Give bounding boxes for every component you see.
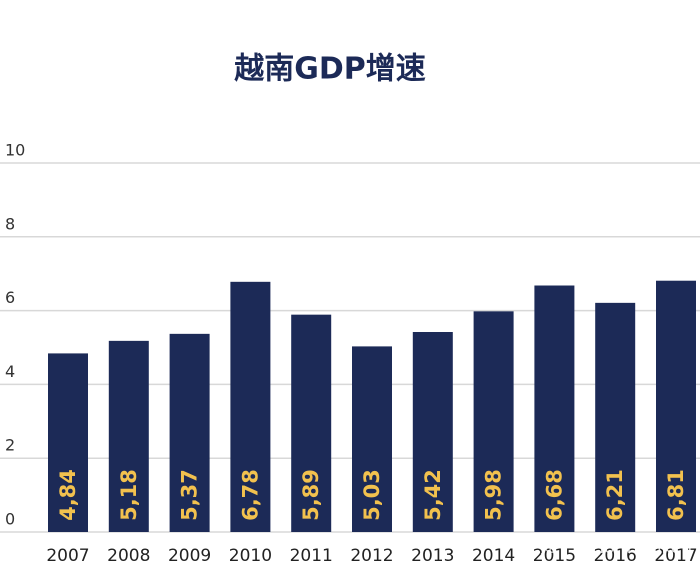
value-label: 5,98 [482,469,506,521]
value-label: 5,03 [360,469,384,521]
value-label: 6,78 [238,469,262,521]
chart-title: 越南GDP增速 [234,52,426,87]
x-tick-label: 2008 [107,546,150,566]
watermark: 知乎 @Tom Linken [540,538,692,558]
y-tick-label: 2 [5,436,15,455]
bar [352,346,392,532]
value-label: 5,89 [299,469,323,521]
x-tick-label: 2015 [533,546,576,566]
x-tick-label: 2016 [594,546,637,566]
bar [412,332,453,532]
bar [230,281,271,532]
x-tick-label: 2009 [168,546,211,566]
x-tick-label: 2010 [229,546,272,566]
value-label: 6,81 [664,469,688,521]
value-label: 5,18 [117,469,141,521]
value-label: 4,84 [56,469,80,521]
bar [291,314,332,532]
y-tick-label: 4 [5,362,15,381]
x-tick-label: 2007 [46,546,89,566]
bar [534,285,575,532]
x-tick-label: 2011 [290,546,333,566]
y-tick-label: 6 [5,288,15,307]
value-label: 6,68 [542,469,566,521]
bar [48,353,88,532]
bar [108,340,149,532]
x-tick-label: 2014 [472,546,515,566]
x-tick-label: 2013 [411,546,454,566]
bar [656,280,696,532]
value-label: 6,21 [603,469,627,521]
bar [595,302,636,532]
y-tick-label: 0 [5,510,15,529]
bar [473,311,514,532]
value-label: 5,37 [178,469,202,521]
value-label: 5,42 [421,469,445,521]
y-tick-label: 10 [5,141,25,160]
bar [169,333,210,532]
y-tick-label: 8 [5,214,15,233]
x-tick-label: 2017 [654,546,697,566]
x-tick-label: 2012 [350,546,393,566]
